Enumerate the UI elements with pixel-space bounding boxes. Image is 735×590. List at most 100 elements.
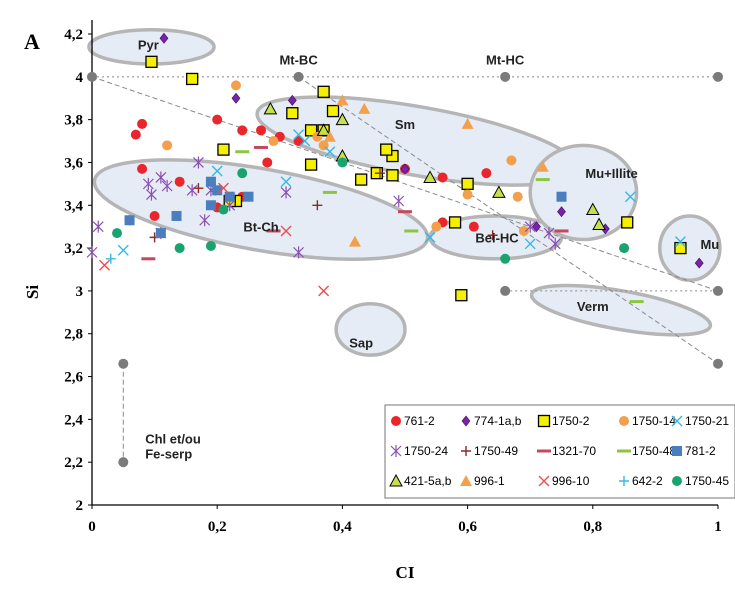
point-781-2 xyxy=(556,191,567,202)
point-781-2 xyxy=(205,176,216,187)
legend-items: 761-2 774-1a,b 1750-2 1750-14 1750-21 1750-24… xyxy=(389,414,729,488)
point-1750-45 xyxy=(619,243,630,254)
point-1750-2 xyxy=(386,169,399,182)
legend-label-781-2: 781-2 xyxy=(685,444,716,458)
reference-line xyxy=(91,76,719,292)
point-421-5a-b xyxy=(423,170,437,183)
x-tick-label: 0,2 xyxy=(208,519,227,535)
point-781-2 xyxy=(212,185,223,196)
legend-item-761-2: 761-2 xyxy=(391,414,435,428)
point-1750-2 xyxy=(355,173,368,186)
y-tick-label: 3,4 xyxy=(64,198,83,214)
reference-lines xyxy=(91,76,719,463)
x-tick-label: 0,4 xyxy=(333,519,352,535)
legend-label-774-1a-b: 774-1a,b xyxy=(474,414,522,428)
axes xyxy=(91,20,718,506)
panel-letter: A xyxy=(24,29,40,54)
point-1750-2 xyxy=(674,241,687,255)
legend-item-1750-45: 1750-45 xyxy=(672,474,729,488)
legend-marker-1750-49 xyxy=(461,446,471,456)
point-781-2 xyxy=(224,191,235,202)
point-1750-49 xyxy=(374,168,385,179)
legend-marker-1750-45 xyxy=(672,476,682,486)
point-1750-24 xyxy=(524,220,536,233)
reference-point xyxy=(500,71,511,82)
region-label-pyr: Pyr xyxy=(138,38,159,53)
y-tick-label: 3,6 xyxy=(64,155,83,171)
point-996-1 xyxy=(348,235,361,247)
x-tick-label: 1 xyxy=(714,519,722,535)
data-points xyxy=(86,32,704,304)
point-1750-14 xyxy=(518,225,529,236)
point-1750-14 xyxy=(431,221,442,232)
point-1750-2 xyxy=(448,216,462,229)
x-tick-label: 0 xyxy=(88,519,96,535)
y-tick-label: 3,8 xyxy=(64,113,83,129)
point-761-2 xyxy=(174,176,185,187)
point-1750-24 xyxy=(146,188,157,201)
legend-item-1750-14: 1750-14 xyxy=(619,414,676,428)
y-tick-label: 4,2 xyxy=(64,27,83,43)
point-761-2 xyxy=(130,129,141,140)
reference-point xyxy=(500,285,511,296)
point-761-2 xyxy=(149,210,160,221)
point-1750-24 xyxy=(549,237,561,250)
x-tick-label: 0,6 xyxy=(458,519,477,535)
legend-label-1750-48: 1750-48 xyxy=(632,444,676,458)
point-761-2 xyxy=(293,136,304,147)
point-421-5a-b xyxy=(585,202,600,216)
legend-label-1750-14: 1750-14 xyxy=(632,414,676,428)
point-421-5a-b xyxy=(263,101,278,115)
point-1750-2 xyxy=(386,149,399,163)
legend-marker-1750-14 xyxy=(619,416,629,426)
legend-item-1750-48: 1750-48 xyxy=(617,444,676,458)
point-1750-14 xyxy=(506,155,517,166)
region-labels: Pyr Sm Bt-Ch Bei-HC Mu+Illite Mu Verm Sap Mt-BC M… xyxy=(138,38,719,462)
point-996-10 xyxy=(280,225,292,237)
point-1750-45 xyxy=(237,168,248,179)
y-tick-label: 3,2 xyxy=(64,241,83,257)
point-1750-21 xyxy=(424,231,436,243)
legend-marker-1750-2 xyxy=(537,414,551,428)
legend-label-1750-49: 1750-49 xyxy=(474,444,518,458)
legend-marker-642-2 xyxy=(619,476,629,486)
legend-item-774-1a-b: 774-1a,b xyxy=(461,414,522,428)
y-tick-label: 2,8 xyxy=(64,327,83,343)
legend-item-1750-49: 1750-49 xyxy=(461,444,518,458)
point-1750-2 xyxy=(217,143,230,156)
point-1750-2 xyxy=(621,216,634,229)
point-1750-2 xyxy=(380,143,393,156)
point-1750-21 xyxy=(280,176,292,188)
point-421-5a-b xyxy=(592,217,606,231)
region-label-bt-ch: Bt-Ch xyxy=(243,220,278,235)
point-781-2 xyxy=(124,215,135,226)
point-996-1 xyxy=(336,94,349,106)
point-1750-24 xyxy=(86,246,98,259)
point-996-1 xyxy=(536,160,549,172)
legend-item-996-10: 996-10 xyxy=(538,474,590,488)
reference-point xyxy=(293,71,304,82)
point-761-2 xyxy=(468,221,479,232)
reference-point xyxy=(87,71,97,82)
legend-marker-996-1 xyxy=(460,475,472,486)
annotation-mt-hc: Mt-HC xyxy=(486,53,525,68)
annotation-fe-serp: Fe-serp xyxy=(145,447,192,462)
point-761-2 xyxy=(237,125,248,136)
point-1750-45 xyxy=(205,240,216,251)
point-1750-14 xyxy=(230,80,241,91)
point-781-2 xyxy=(171,210,182,221)
legend-marker-774-1a-b xyxy=(461,415,471,427)
legend-item-421-5a-b: 421-5a,b xyxy=(389,473,452,488)
point-1750-2 xyxy=(145,55,158,68)
point-774-1a-b xyxy=(287,94,297,106)
region-label-mu-illite: Mu+Illite xyxy=(585,166,637,181)
point-1750-14 xyxy=(462,189,473,200)
region-mu xyxy=(658,214,722,282)
point-1750-2 xyxy=(455,289,468,302)
region-label-bei-hc: Bei-HC xyxy=(475,230,519,245)
point-781-2 xyxy=(205,200,216,211)
point-1750-21 xyxy=(117,244,129,256)
region-label-sap: Sap xyxy=(349,335,373,350)
region-label-verm: Verm xyxy=(577,299,609,314)
x-axis-title: CI xyxy=(396,563,415,582)
